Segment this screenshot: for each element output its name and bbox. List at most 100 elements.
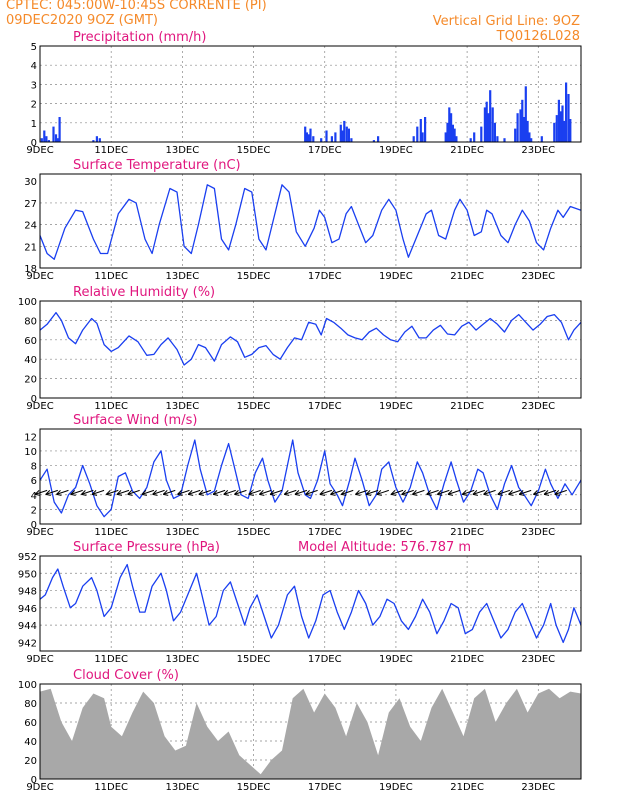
wind-arrow-head — [376, 493, 382, 496]
precipitation-bar — [345, 126, 348, 142]
wind-arrow-head — [401, 493, 407, 496]
precipitation-bar — [557, 99, 560, 142]
precipitation-bar — [377, 136, 380, 142]
wind-arrow — [234, 489, 247, 495]
precipitation-bar — [561, 105, 564, 142]
surface-temperature-ytick: 18 — [24, 264, 37, 275]
wind-arrow-head — [223, 493, 229, 496]
wind-arrow-head — [70, 490, 76, 495]
precipitation-bar — [514, 128, 517, 142]
wind-arrow-head — [366, 493, 372, 496]
precipitation-ytick: 0 — [31, 138, 37, 149]
surface-wind-series-line — [39, 439, 582, 518]
wind-arrow — [437, 489, 450, 495]
surface-pressure-ytick: 952 — [18, 552, 37, 563]
precipitation-bar — [47, 140, 50, 142]
precipitation-bar — [339, 124, 342, 142]
precipitation-bar — [320, 138, 323, 142]
surface-pressure-series-line — [39, 563, 582, 644]
wind-arrow — [554, 489, 567, 495]
wind-arrow — [127, 489, 140, 495]
wind-arrow-head — [188, 493, 194, 496]
surface-wind-ytick: 4 — [31, 491, 37, 502]
precipitation-bar — [480, 126, 483, 142]
wind-arrow-head — [177, 493, 183, 496]
precipitation-title: Precipitation (mm/h) — [73, 30, 206, 45]
surface-pressure-ytick: 948 — [18, 587, 37, 598]
wind-arrow-head — [234, 490, 239, 495]
wind-arrow — [401, 489, 414, 495]
precipitation-bar — [565, 82, 568, 142]
relative-humidity-title: Relative Humidity (%) — [73, 285, 215, 300]
precipitation-ytick: 5 — [31, 42, 37, 53]
wind-arrow — [141, 489, 155, 495]
precipitation-bar — [312, 136, 315, 142]
wind-arrow — [70, 489, 83, 495]
wind-arrow — [259, 489, 272, 495]
precipitation-bar — [453, 128, 456, 142]
wind-arrow-head — [340, 490, 346, 495]
surface-wind-ytick: 2 — [31, 505, 37, 516]
precipitation-bar — [58, 117, 61, 142]
precipitation-bar — [419, 119, 422, 142]
precipitation-bar — [489, 90, 492, 142]
wind-arrow-head — [223, 490, 229, 495]
precipitation-ytick: 1 — [31, 119, 37, 130]
wind-arrow-head — [390, 490, 396, 495]
precipitation-bar — [528, 132, 531, 142]
wind-arrow-head — [198, 493, 204, 496]
surface-temperature-frame — [39, 173, 582, 269]
relative-humidity-ytick: 80 — [24, 316, 37, 327]
precipitation-frame — [39, 45, 582, 143]
relative-humidity-xtick: 21DEC — [450, 401, 484, 412]
cloud-cover-xtick: 21DEC — [450, 782, 484, 793]
wind-arrow — [34, 489, 48, 495]
precipitation-ytick: 3 — [31, 80, 37, 91]
surface-wind-xtick: 9DEC — [26, 527, 53, 538]
model-id: TQ0126L028 — [496, 29, 580, 44]
wind-arrow-head — [56, 490, 61, 495]
wind-arrow — [106, 489, 119, 495]
wind-arrow-head — [508, 493, 514, 496]
relative-humidity-ytick: 0 — [31, 394, 37, 405]
wind-arrow-head — [45, 490, 51, 495]
cloud-cover-area — [40, 688, 581, 779]
wind-arrow-head — [497, 490, 503, 495]
precipitation-bar — [444, 132, 447, 142]
surface-temperature-xtick: 13DEC — [166, 271, 200, 282]
wind-arrow — [519, 489, 532, 495]
precipitation-bar — [526, 120, 529, 142]
wind-arrow — [269, 489, 283, 495]
precipitation-bar — [330, 136, 333, 142]
precipitation-bar — [56, 138, 59, 142]
relative-humidity-ytick: 20 — [24, 375, 37, 386]
precipitation-ytick: 2 — [31, 100, 37, 111]
wind-arrow-head — [162, 490, 168, 495]
wind-arrow-head — [283, 490, 289, 495]
wind-arrow — [248, 489, 261, 495]
precipitation-bar — [523, 117, 526, 142]
cloud-cover-ytick: 60 — [24, 718, 37, 729]
precipitation-xtick: 21DEC — [450, 145, 484, 156]
precipitation-xtick: 15DEC — [237, 145, 271, 156]
precipitation-bar — [487, 113, 490, 142]
precipitation-bar — [491, 107, 494, 142]
precipitation-bar — [562, 120, 565, 142]
wind-arrow-head — [543, 493, 550, 496]
surface-temperature-series-line — [39, 184, 582, 260]
precipitation-bar — [421, 132, 424, 142]
precipitation-bar — [496, 136, 499, 142]
station-line: CPTEC: 045:00W-10:45S CORRENTE (PI) — [6, 0, 267, 13]
precipitation-bar — [325, 130, 328, 142]
precipitation-bar — [341, 130, 344, 142]
surface-wind-ytick: 0 — [31, 520, 37, 531]
relative-humidity-xtick: 9DEC — [26, 401, 53, 412]
model-altitude-label: Model Altitude: 576.787 m — [298, 540, 471, 555]
wind-arrow-head — [376, 490, 382, 495]
precipitation-bar — [54, 134, 58, 142]
cloud-cover-ytick: 100 — [18, 680, 37, 691]
surface-wind-ytick: 8 — [31, 462, 37, 473]
wind-arrow-head — [141, 493, 147, 496]
relative-humidity-xtick: 15DEC — [237, 401, 271, 412]
surface-temperature-ytick: 30 — [24, 177, 37, 188]
